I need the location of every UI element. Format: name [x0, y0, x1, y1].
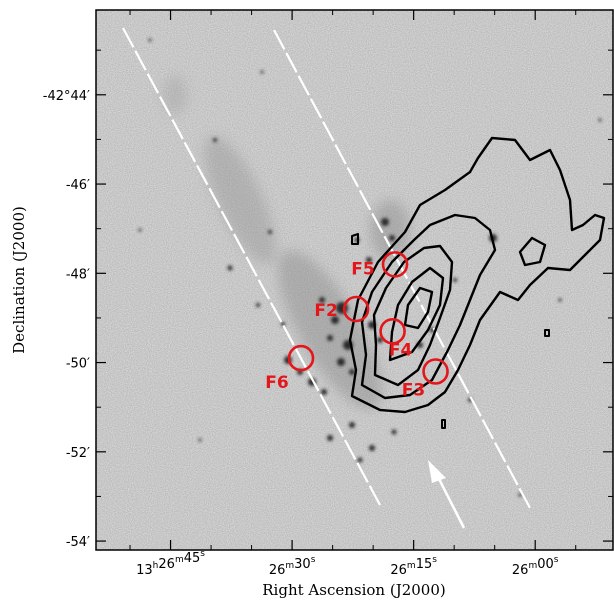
field-label-f5: F5	[351, 259, 374, 279]
field-circle-f2	[342, 295, 370, 323]
y-tick-label: -42°44′	[43, 89, 90, 104]
sky-image	[96, 10, 613, 550]
field-label-f2: F2	[314, 301, 337, 321]
x-tick-label: 13h26m45s	[136, 549, 205, 578]
y-axis-title: Declination (J2000)	[10, 206, 28, 354]
axis-ticks	[96, 10, 613, 550]
field-label-f4: F4	[389, 340, 413, 360]
y-tick-label: -54′	[66, 535, 90, 550]
y-tick-label: -48′	[66, 267, 90, 282]
axis-tick-labels: 13h26m45s 26m30s 26m15s 26m00s -42°44′ -46′ -4…	[43, 89, 559, 578]
field-label-f6: F6	[265, 373, 288, 393]
x-tick-label: 26m30s	[269, 555, 316, 578]
field-label-f3: F3	[402, 380, 425, 400]
plot-frame	[95, 9, 614, 551]
x-axis-title: Right Ascension (J2000)	[262, 581, 445, 599]
field-markers: F5 F2 F4 F3 F6	[265, 251, 449, 400]
field-circle-f5	[381, 251, 409, 278]
field-circle-f6	[287, 344, 315, 372]
field-circle-f3	[422, 358, 449, 385]
y-tick-label: -52′	[66, 446, 90, 461]
x-tick-label: 26m15s	[390, 555, 437, 578]
y-tick-label: -50′	[66, 357, 90, 372]
x-tick-label: 26m00s	[512, 555, 559, 578]
y-tick-label: -46′	[66, 178, 90, 193]
guide-lines	[122, 27, 531, 509]
direction-arrow	[428, 460, 466, 529]
field-circle-f4	[379, 318, 406, 345]
